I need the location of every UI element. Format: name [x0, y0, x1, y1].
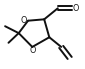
Text: O: O [30, 46, 36, 55]
Text: O: O [20, 16, 27, 25]
Text: O: O [72, 4, 79, 13]
